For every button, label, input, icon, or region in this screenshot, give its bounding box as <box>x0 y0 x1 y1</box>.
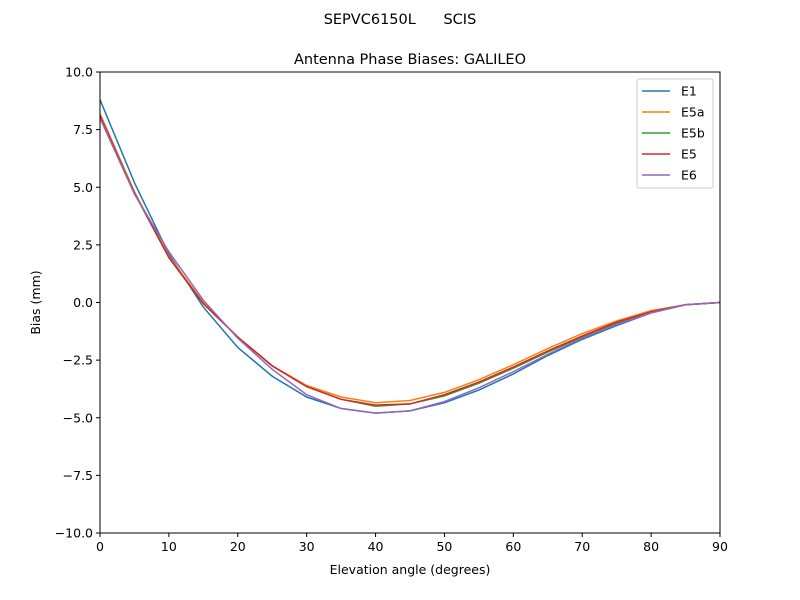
legend-label-E5: E5 <box>681 147 697 162</box>
x-tick-label: 30 <box>299 539 315 554</box>
plot-area: 0 10 20 30 40 50 60 70 80 90 −10.0 −7.5 −5.0 −2.5 0.0 2… <box>55 65 728 555</box>
series-line-E6 <box>100 117 720 414</box>
y-tick-label: −5.0 <box>63 410 93 425</box>
x-tick-label: 80 <box>643 539 659 554</box>
y-tick-label: 7.5 <box>73 122 93 137</box>
legend-label-E6: E6 <box>681 168 697 183</box>
x-tick-label: 40 <box>368 539 384 554</box>
series-line-E5a <box>100 113 720 404</box>
chart-title: Antenna Phase Biases: GALILEO <box>294 52 526 68</box>
legend-label-E5b: E5b <box>681 126 705 141</box>
y-tick-label: 5.0 <box>73 180 93 195</box>
y-tick-label: 0.0 <box>73 295 93 310</box>
legend-label-E1: E1 <box>681 84 697 99</box>
legend <box>636 78 714 189</box>
x-tick-label: 50 <box>436 539 452 554</box>
legend-label-E5a: E5a <box>681 105 705 120</box>
x-tick-label: 20 <box>230 539 246 554</box>
x-tick-label: 70 <box>574 539 590 554</box>
x-tick-label: 0 <box>96 539 104 554</box>
series-line-E1 <box>100 99 720 414</box>
y-tick-label: 2.5 <box>73 237 93 252</box>
x-tick-label: 60 <box>505 539 521 554</box>
y-tick-label: −7.5 <box>63 468 93 483</box>
series-line-E5b <box>100 115 720 407</box>
y-tick-label: −2.5 <box>63 353 93 368</box>
x-tick-label: 90 <box>712 539 728 554</box>
chart-suptitle: SEPVC6150L SCIS <box>324 12 477 28</box>
series-line-E5 <box>100 115 720 406</box>
x-tick-label: 10 <box>161 539 177 554</box>
y-tick-label: −10.0 <box>55 526 93 541</box>
y-tick-label: 10.0 <box>65 65 93 80</box>
axes-frame <box>99 71 721 534</box>
y-axis-label: Bias (mm) <box>28 270 43 334</box>
x-axis-label: Elevation angle (degrees) <box>330 562 491 577</box>
